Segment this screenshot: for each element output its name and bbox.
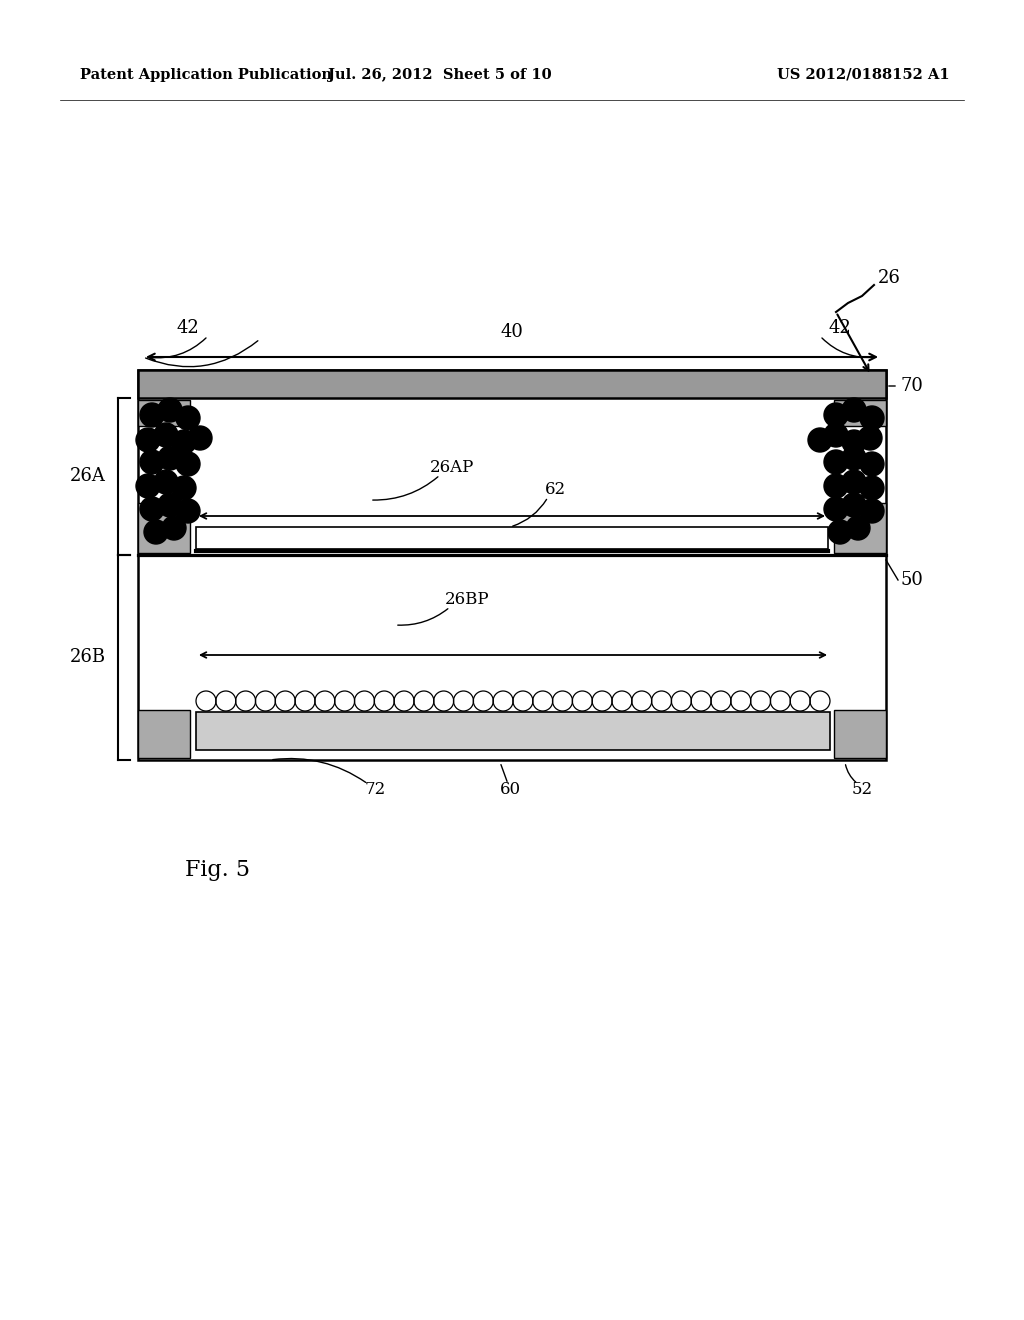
Bar: [834, 503, 886, 553]
Circle shape: [824, 422, 848, 447]
Bar: [196, 711, 830, 750]
Circle shape: [858, 426, 882, 450]
Text: 42: 42: [176, 319, 200, 337]
Circle shape: [842, 470, 866, 494]
Circle shape: [860, 451, 884, 477]
Text: 26BP: 26BP: [445, 591, 489, 609]
Circle shape: [140, 450, 164, 474]
Text: 62: 62: [545, 482, 566, 499]
Text: Fig. 5: Fig. 5: [185, 859, 250, 880]
Circle shape: [140, 403, 164, 426]
Text: 26A: 26A: [70, 467, 105, 484]
Circle shape: [828, 520, 852, 544]
Text: 26B: 26B: [70, 648, 106, 667]
Bar: [196, 527, 828, 549]
Circle shape: [140, 498, 164, 521]
Text: 52: 52: [851, 781, 872, 799]
Circle shape: [158, 446, 182, 470]
Circle shape: [158, 399, 182, 422]
Circle shape: [188, 426, 212, 450]
Circle shape: [176, 407, 200, 430]
Circle shape: [842, 430, 866, 454]
Text: 60: 60: [500, 781, 520, 799]
Circle shape: [136, 428, 160, 451]
Text: 70: 70: [900, 378, 923, 395]
Bar: [834, 710, 886, 758]
Circle shape: [176, 499, 200, 523]
Text: Patent Application Publication: Patent Application Publication: [80, 69, 332, 82]
Circle shape: [808, 428, 831, 451]
Circle shape: [172, 477, 196, 500]
Circle shape: [824, 498, 848, 521]
Circle shape: [154, 422, 178, 447]
Text: 72: 72: [365, 781, 386, 799]
Circle shape: [842, 399, 866, 422]
Circle shape: [824, 474, 848, 498]
Circle shape: [842, 446, 866, 470]
Circle shape: [860, 407, 884, 430]
Bar: [138, 710, 190, 758]
Circle shape: [842, 492, 866, 517]
Circle shape: [162, 516, 186, 540]
Text: 40: 40: [501, 323, 523, 341]
Bar: [834, 400, 886, 426]
Bar: [138, 370, 886, 760]
Text: 50: 50: [900, 572, 923, 589]
Text: US 2012/0188152 A1: US 2012/0188152 A1: [777, 69, 950, 82]
Circle shape: [824, 450, 848, 474]
Circle shape: [172, 430, 196, 454]
Text: 26: 26: [878, 269, 901, 286]
Circle shape: [824, 403, 848, 426]
Bar: [138, 503, 190, 553]
Circle shape: [158, 492, 182, 517]
Circle shape: [860, 477, 884, 500]
Circle shape: [860, 499, 884, 523]
Text: 26AP: 26AP: [430, 459, 474, 477]
Circle shape: [136, 474, 160, 498]
Circle shape: [154, 470, 178, 494]
Text: 42: 42: [828, 319, 851, 337]
Circle shape: [144, 520, 168, 544]
Bar: [138, 400, 190, 426]
Circle shape: [846, 516, 870, 540]
Text: Jul. 26, 2012  Sheet 5 of 10: Jul. 26, 2012 Sheet 5 of 10: [328, 69, 552, 82]
Bar: [138, 370, 886, 399]
Circle shape: [176, 451, 200, 477]
